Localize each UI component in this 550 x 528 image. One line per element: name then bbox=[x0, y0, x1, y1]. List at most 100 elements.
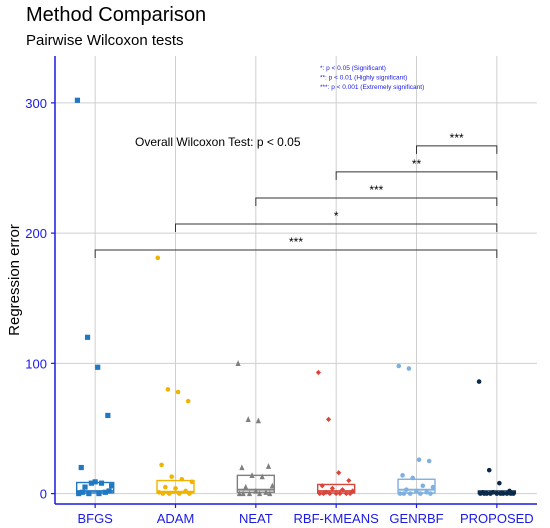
data-point bbox=[255, 417, 261, 424]
data-point bbox=[420, 483, 426, 489]
data-point bbox=[78, 464, 84, 471]
data-point bbox=[177, 491, 182, 496]
data-point bbox=[106, 488, 112, 494]
data-point bbox=[269, 482, 275, 489]
chart-subtitle: Pairwise Wilcoxon tests bbox=[26, 32, 184, 49]
y-tick-label: 100 bbox=[25, 356, 47, 371]
y-axis-label: Regression error bbox=[6, 224, 23, 336]
data-point bbox=[327, 490, 333, 497]
x-tick-label: BFGS bbox=[77, 511, 113, 526]
y-tick-label: 200 bbox=[25, 226, 47, 241]
data-point bbox=[325, 416, 332, 422]
data-point bbox=[315, 369, 322, 376]
data-point bbox=[347, 490, 353, 497]
data-point bbox=[486, 467, 492, 473]
data-point bbox=[320, 490, 327, 497]
x-tick-label: ADAM bbox=[157, 511, 195, 526]
data-point bbox=[337, 490, 343, 497]
data-point bbox=[105, 412, 111, 419]
data-point bbox=[339, 487, 346, 493]
data-point bbox=[424, 489, 429, 495]
data-point bbox=[430, 484, 436, 490]
data-point bbox=[494, 491, 500, 496]
data-point bbox=[481, 491, 487, 496]
data-point bbox=[185, 398, 191, 404]
data-point bbox=[257, 490, 263, 497]
x-tick-label: RBF-KMEANS bbox=[294, 511, 380, 526]
comparison-bracket bbox=[255, 197, 498, 206]
data-point bbox=[166, 491, 172, 496]
overall-test-annotation: Overall Wilcoxon Test: p < 0.05 bbox=[135, 135, 301, 149]
data-point bbox=[504, 491, 510, 496]
comparison-label: *** bbox=[369, 183, 383, 197]
y-tick-label: 0 bbox=[40, 487, 47, 502]
data-point bbox=[159, 462, 164, 468]
data-point bbox=[400, 473, 405, 478]
data-point bbox=[414, 488, 419, 494]
data-point bbox=[179, 476, 185, 482]
significance-legend-entry: *: p < 0.05 (Significant) bbox=[320, 65, 386, 72]
data-point bbox=[84, 334, 91, 340]
data-point bbox=[183, 488, 188, 494]
data-point bbox=[76, 490, 82, 497]
significance-legend-entry: **: p < 0.01 (Highly significant) bbox=[320, 75, 407, 82]
data-point bbox=[82, 484, 88, 490]
data-point bbox=[74, 97, 81, 103]
data-point bbox=[498, 491, 503, 496]
data-point bbox=[165, 387, 171, 392]
data-point bbox=[173, 486, 178, 491]
data-point bbox=[169, 474, 174, 479]
data-point bbox=[243, 483, 249, 490]
data-point bbox=[259, 473, 265, 480]
significance-legend-entry: ***: p < 0.001 (Extremely significant) bbox=[320, 84, 424, 91]
comparison-bracket bbox=[175, 223, 498, 232]
data-point bbox=[478, 491, 483, 496]
data-point bbox=[88, 480, 94, 486]
data-point bbox=[102, 489, 108, 495]
comparison-label: *** bbox=[289, 235, 303, 249]
data-point bbox=[416, 457, 422, 463]
data-point bbox=[235, 360, 241, 366]
data-point bbox=[98, 480, 105, 486]
data-point bbox=[397, 491, 403, 496]
data-point bbox=[418, 491, 423, 496]
data-point bbox=[317, 490, 323, 497]
comparison-label: *** bbox=[450, 131, 464, 145]
y-tick-label: 300 bbox=[25, 96, 47, 111]
data-point bbox=[187, 491, 192, 496]
data-point bbox=[426, 458, 432, 464]
data-point bbox=[497, 480, 502, 486]
data-point bbox=[155, 255, 161, 261]
data-point bbox=[428, 491, 433, 496]
data-point bbox=[404, 487, 409, 492]
comparison-bracket bbox=[416, 145, 498, 154]
data-point bbox=[488, 491, 493, 496]
data-point bbox=[265, 463, 272, 469]
comparison-bracket bbox=[335, 171, 498, 180]
comparison-label: * bbox=[334, 209, 339, 223]
data-point bbox=[410, 475, 415, 481]
data-point bbox=[79, 489, 86, 495]
data-point bbox=[109, 483, 115, 489]
data-point bbox=[156, 489, 162, 495]
data-point bbox=[343, 490, 349, 497]
data-point bbox=[95, 364, 101, 370]
data-point bbox=[92, 479, 98, 485]
comparison-bracket bbox=[94, 249, 498, 259]
data-point bbox=[96, 490, 102, 497]
data-point bbox=[336, 470, 342, 476]
data-point bbox=[246, 490, 253, 497]
chart-title: Method Comparison bbox=[26, 4, 207, 26]
x-tick-label: PROPOSED bbox=[460, 511, 534, 526]
data-point bbox=[249, 472, 255, 478]
data-point bbox=[245, 416, 251, 422]
data-point bbox=[236, 490, 242, 497]
data-point bbox=[163, 484, 168, 490]
data-point bbox=[189, 479, 195, 485]
data-point bbox=[175, 389, 181, 395]
data-point bbox=[346, 477, 352, 484]
data-point bbox=[406, 366, 412, 371]
data-point bbox=[263, 489, 269, 495]
